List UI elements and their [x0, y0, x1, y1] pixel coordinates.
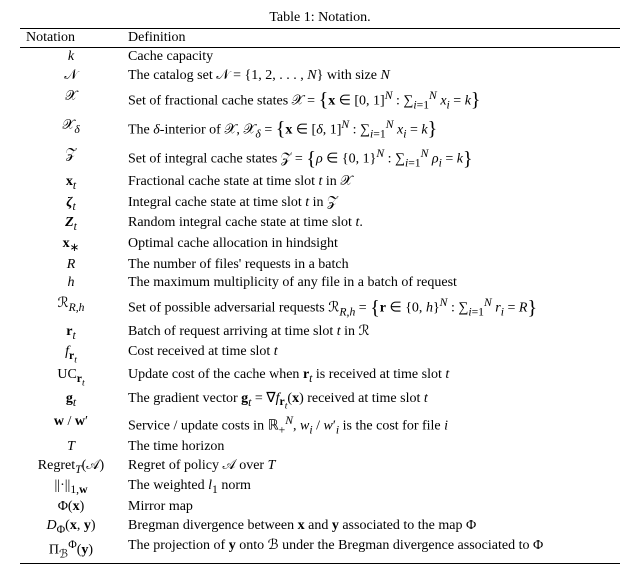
- definition-cell: Set of fractional cache states 𝒳 = {x ∈ …: [122, 86, 620, 115]
- definition-cell: Service / update costs in ℝ+N, wi / w′i …: [122, 413, 620, 438]
- header-definition: Definition: [122, 29, 620, 48]
- definition-cell: Set of integral cache states 𝒵 = {ρ ∈ {0…: [122, 144, 620, 173]
- definition-cell: The δ-interior of 𝒳, 𝒳δ = {x ∈ [δ, 1]N :…: [122, 115, 620, 144]
- table-row: frtCost received at time slot t: [20, 343, 620, 366]
- definition-cell: Bregman divergence between x and y assoc…: [122, 517, 620, 538]
- table-row: gtThe gradient vector gt = ∇frt(x) recei…: [20, 390, 620, 413]
- notation-cell: 𝒳: [20, 86, 122, 115]
- definition-cell: Random integral cache state at time slot…: [122, 214, 620, 235]
- definition-cell: The maximum multiplicity of any file in …: [122, 274, 620, 293]
- notation-cell: T: [20, 438, 122, 457]
- notation-cell: w / w′: [20, 413, 122, 438]
- table-row: DΦ(x, y)Bregman divergence between x and…: [20, 517, 620, 538]
- definition-cell: Cost received at time slot t: [122, 343, 620, 366]
- header-notation: Notation: [20, 29, 122, 48]
- table-row: 𝒩The catalog set 𝒩 = {1, 2, . . . , N} w…: [20, 67, 620, 86]
- table-row: hThe maximum multiplicity of any file in…: [20, 274, 620, 293]
- notation-cell: Φ(x): [20, 498, 122, 517]
- notation-cell: gt: [20, 390, 122, 413]
- definition-cell: The number of files' requests in a batch: [122, 256, 620, 275]
- notation-cell: xt: [20, 173, 122, 194]
- table-row: RegretT(𝒜)Regret of policy 𝒜 over T: [20, 457, 620, 478]
- notation-cell: 𝒳δ: [20, 115, 122, 144]
- notation-cell: Zt: [20, 214, 122, 235]
- definition-cell: Batch of request arriving at time slot t…: [122, 323, 620, 344]
- table-row: rtBatch of request arriving at time slot…: [20, 323, 620, 344]
- notation-table: Notation Definition kCache capacity𝒩The …: [20, 28, 620, 564]
- notation-cell: ℛR,h: [20, 293, 122, 322]
- table-row: 𝒳δThe δ-interior of 𝒳, 𝒳δ = {x ∈ [δ, 1]N…: [20, 115, 620, 144]
- definition-cell: The time horizon: [122, 438, 620, 457]
- notation-cell: DΦ(x, y): [20, 517, 122, 538]
- table-row: 𝒵Set of integral cache states 𝒵 = {ρ ∈ {…: [20, 144, 620, 173]
- definition-cell: Optimal cache allocation in hindsight: [122, 235, 620, 256]
- table-caption: Table 1: Notation.: [20, 10, 620, 26]
- table-row: ||·||1,wThe weighted l1 norm: [20, 477, 620, 498]
- notation-cell: UCrt: [20, 366, 122, 389]
- notation-cell: h: [20, 274, 122, 293]
- notation-cell: ζt: [20, 194, 122, 215]
- notation-cell: x∗: [20, 235, 122, 256]
- notation-cell: R: [20, 256, 122, 275]
- definition-cell: The catalog set 𝒩 = {1, 2, . . . , N} wi…: [122, 67, 620, 86]
- definition-cell: Update cost of the cache when rt is rece…: [122, 366, 620, 389]
- table-body: kCache capacity𝒩The catalog set 𝒩 = {1, …: [20, 48, 620, 564]
- table-row: x∗Optimal cache allocation in hindsight: [20, 235, 620, 256]
- definition-cell: Fractional cache state at time slot t in…: [122, 173, 620, 194]
- notation-cell: ||·||1,w: [20, 477, 122, 498]
- table-row: w / w′Service / update costs in ℝ+N, wi …: [20, 413, 620, 438]
- definition-cell: The projection of y onto ℬ under the Bre…: [122, 537, 620, 563]
- table-row: kCache capacity: [20, 48, 620, 67]
- definition-cell: The weighted l1 norm: [122, 477, 620, 498]
- table-row: Φ(x)Mirror map: [20, 498, 620, 517]
- table-row: ℛR,hSet of possible adversarial requests…: [20, 293, 620, 322]
- table-row: ζtIntegral cache state at time slot t in…: [20, 194, 620, 215]
- notation-cell: frt: [20, 343, 122, 366]
- table-row: UCrtUpdate cost of the cache when rt is …: [20, 366, 620, 389]
- notation-cell: 𝒩: [20, 67, 122, 86]
- notation-cell: 𝒵: [20, 144, 122, 173]
- definition-cell: Cache capacity: [122, 48, 620, 67]
- notation-cell: k: [20, 48, 122, 67]
- definition-cell: The gradient vector gt = ∇frt(x) receive…: [122, 390, 620, 413]
- definition-cell: Set of possible adversarial requests ℛR,…: [122, 293, 620, 322]
- table-row: ΠℬΦ(y)The projection of y onto ℬ under t…: [20, 537, 620, 563]
- definition-cell: Regret of policy 𝒜 over T: [122, 457, 620, 478]
- notation-cell: RegretT(𝒜): [20, 457, 122, 478]
- table-row: ZtRandom integral cache state at time sl…: [20, 214, 620, 235]
- table-row: TThe time horizon: [20, 438, 620, 457]
- definition-cell: Mirror map: [122, 498, 620, 517]
- notation-cell: rt: [20, 323, 122, 344]
- table-row: 𝒳Set of fractional cache states 𝒳 = {x ∈…: [20, 86, 620, 115]
- definition-cell: Integral cache state at time slot t in 𝒵: [122, 194, 620, 215]
- table-row: RThe number of files' requests in a batc…: [20, 256, 620, 275]
- notation-cell: ΠℬΦ(y): [20, 537, 122, 563]
- table-row: xtFractional cache state at time slot t …: [20, 173, 620, 194]
